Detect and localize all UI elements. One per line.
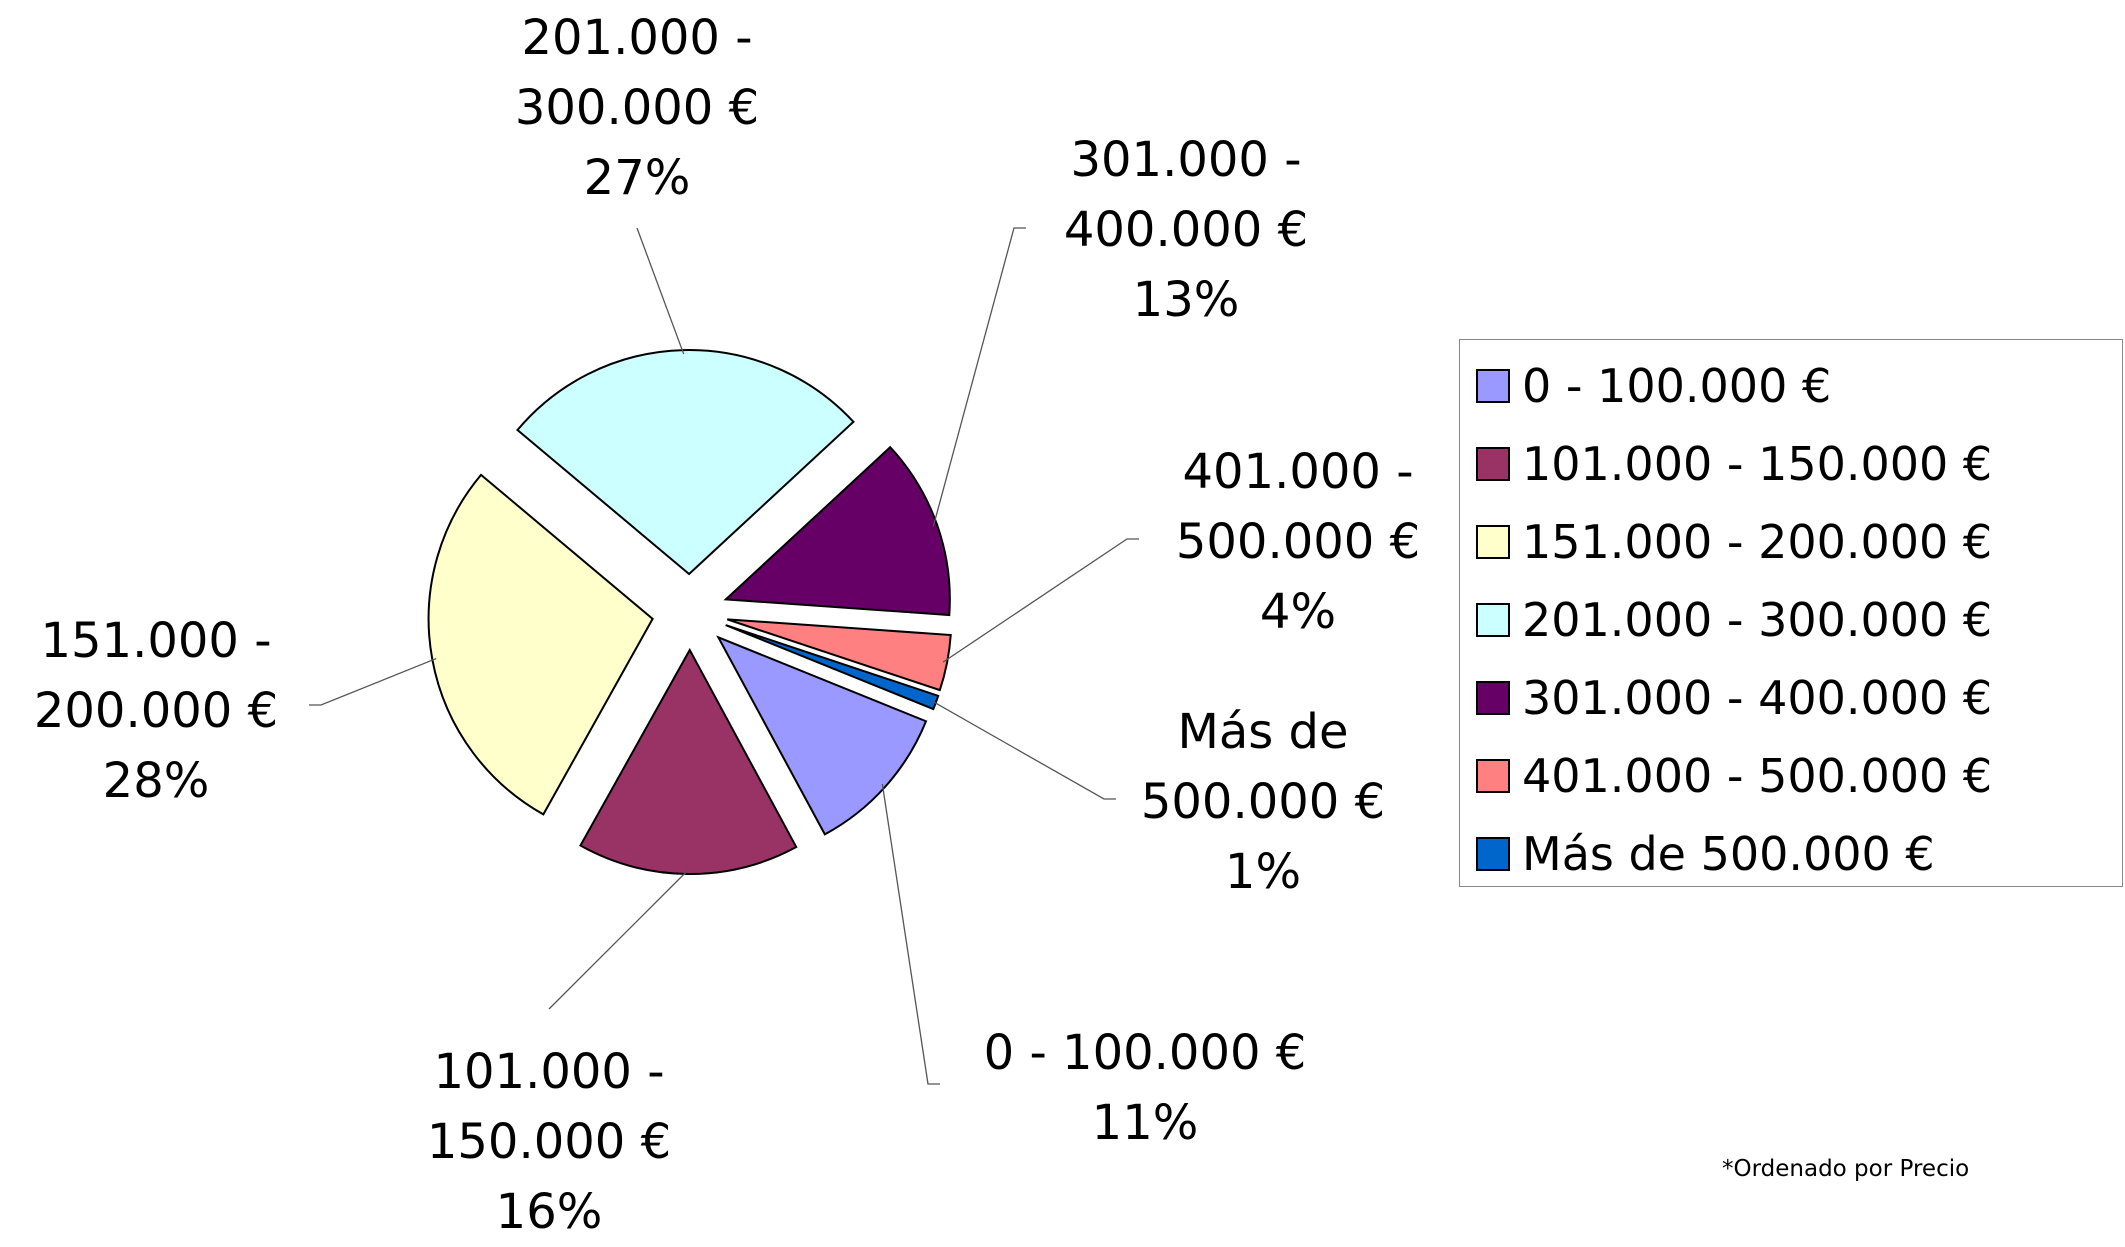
legend-label: 301.000 - 400.000 € [1522, 671, 1993, 725]
leader-line [881, 783, 940, 1085]
legend-item: 101.000 - 150.000 € [1476, 425, 1992, 503]
data-label-value: 1% [1224, 844, 1302, 900]
data-label-category: 201.000 - 300.000 € [514, 10, 760, 136]
data-label-category: 151.000 - 200.000 € [33, 613, 279, 739]
legend-item: 0 - 100.000 € [1476, 347, 1831, 425]
legend-swatch [1476, 525, 1510, 559]
leader-line [548, 869, 689, 1010]
legend-label: 401.000 - 500.000 € [1522, 749, 1993, 803]
data-label-value: 28% [102, 753, 210, 809]
data-label-value: 13% [1132, 272, 1240, 328]
pie-slice [725, 624, 940, 711]
legend-label: 151.000 - 200.000 € [1522, 515, 1993, 569]
legend-item: 401.000 - 500.000 € [1476, 737, 1992, 815]
data-label: 151.000 - 200.000 € 28% [0, 606, 316, 816]
legend-swatch [1476, 681, 1510, 715]
leader-line [636, 227, 685, 355]
legend-label: 201.000 - 300.000 € [1522, 593, 1993, 647]
pie-slice [579, 647, 798, 875]
legend-item: Más de 500.000 € [1476, 815, 1935, 893]
data-label-category: 401.000 - 500.000 € [1175, 444, 1421, 570]
legend-swatch [1476, 603, 1510, 637]
data-label-category: 0 - 100.000 € [983, 1025, 1307, 1081]
data-label: 101.000 - 150.000 € 16% [389, 1037, 709, 1247]
legend: 0 - 100.000 € 101.000 - 150.000 € 151.000 … [1459, 339, 2123, 887]
pie-slice [516, 349, 855, 576]
legend-item: 201.000 - 300.000 € [1476, 581, 1992, 659]
pie-slice [427, 473, 654, 816]
legend-label: 101.000 - 150.000 € [1522, 437, 1993, 491]
legend-swatch [1476, 759, 1510, 793]
legend-swatch [1476, 369, 1510, 403]
pie-slice [716, 635, 928, 836]
data-label-value: 16% [495, 1184, 603, 1240]
data-label: 301.000 - 400.000 € 13% [1026, 125, 1346, 335]
data-label-category: Más de 500.000 € [1140, 704, 1386, 830]
data-label: 401.000 - 500.000 € 4% [1138, 437, 1458, 647]
leader-line [932, 227, 1026, 527]
data-label: Más de 500.000 € 1% [1103, 697, 1423, 907]
data-label-value: 4% [1259, 584, 1337, 640]
legend-label: 0 - 100.000 € [1522, 359, 1832, 413]
leader-line [931, 700, 1116, 800]
data-label-category: 301.000 - 400.000 € [1063, 132, 1309, 258]
data-label: 201.000 - 300.000 € 27% [477, 3, 797, 213]
legend-item: 151.000 - 200.000 € [1476, 503, 1992, 581]
leader-line [942, 538, 1139, 663]
annotation: *Ordenado por Precio [1722, 1156, 1970, 1182]
pie-slice [726, 618, 952, 692]
data-label-category: 101.000 - 150.000 € [426, 1044, 672, 1170]
leader-line [309, 657, 437, 706]
data-label: 0 - 100.000 € 11% [925, 1018, 1365, 1158]
pie-slice [723, 445, 951, 617]
legend-swatch [1476, 447, 1510, 481]
legend-swatch [1476, 837, 1510, 871]
legend-item: 301.000 - 400.000 € [1476, 659, 1992, 737]
legend-label: Más de 500.000 € [1522, 827, 1935, 881]
data-label-value: 11% [1091, 1095, 1199, 1151]
data-label-value: 27% [583, 150, 691, 206]
